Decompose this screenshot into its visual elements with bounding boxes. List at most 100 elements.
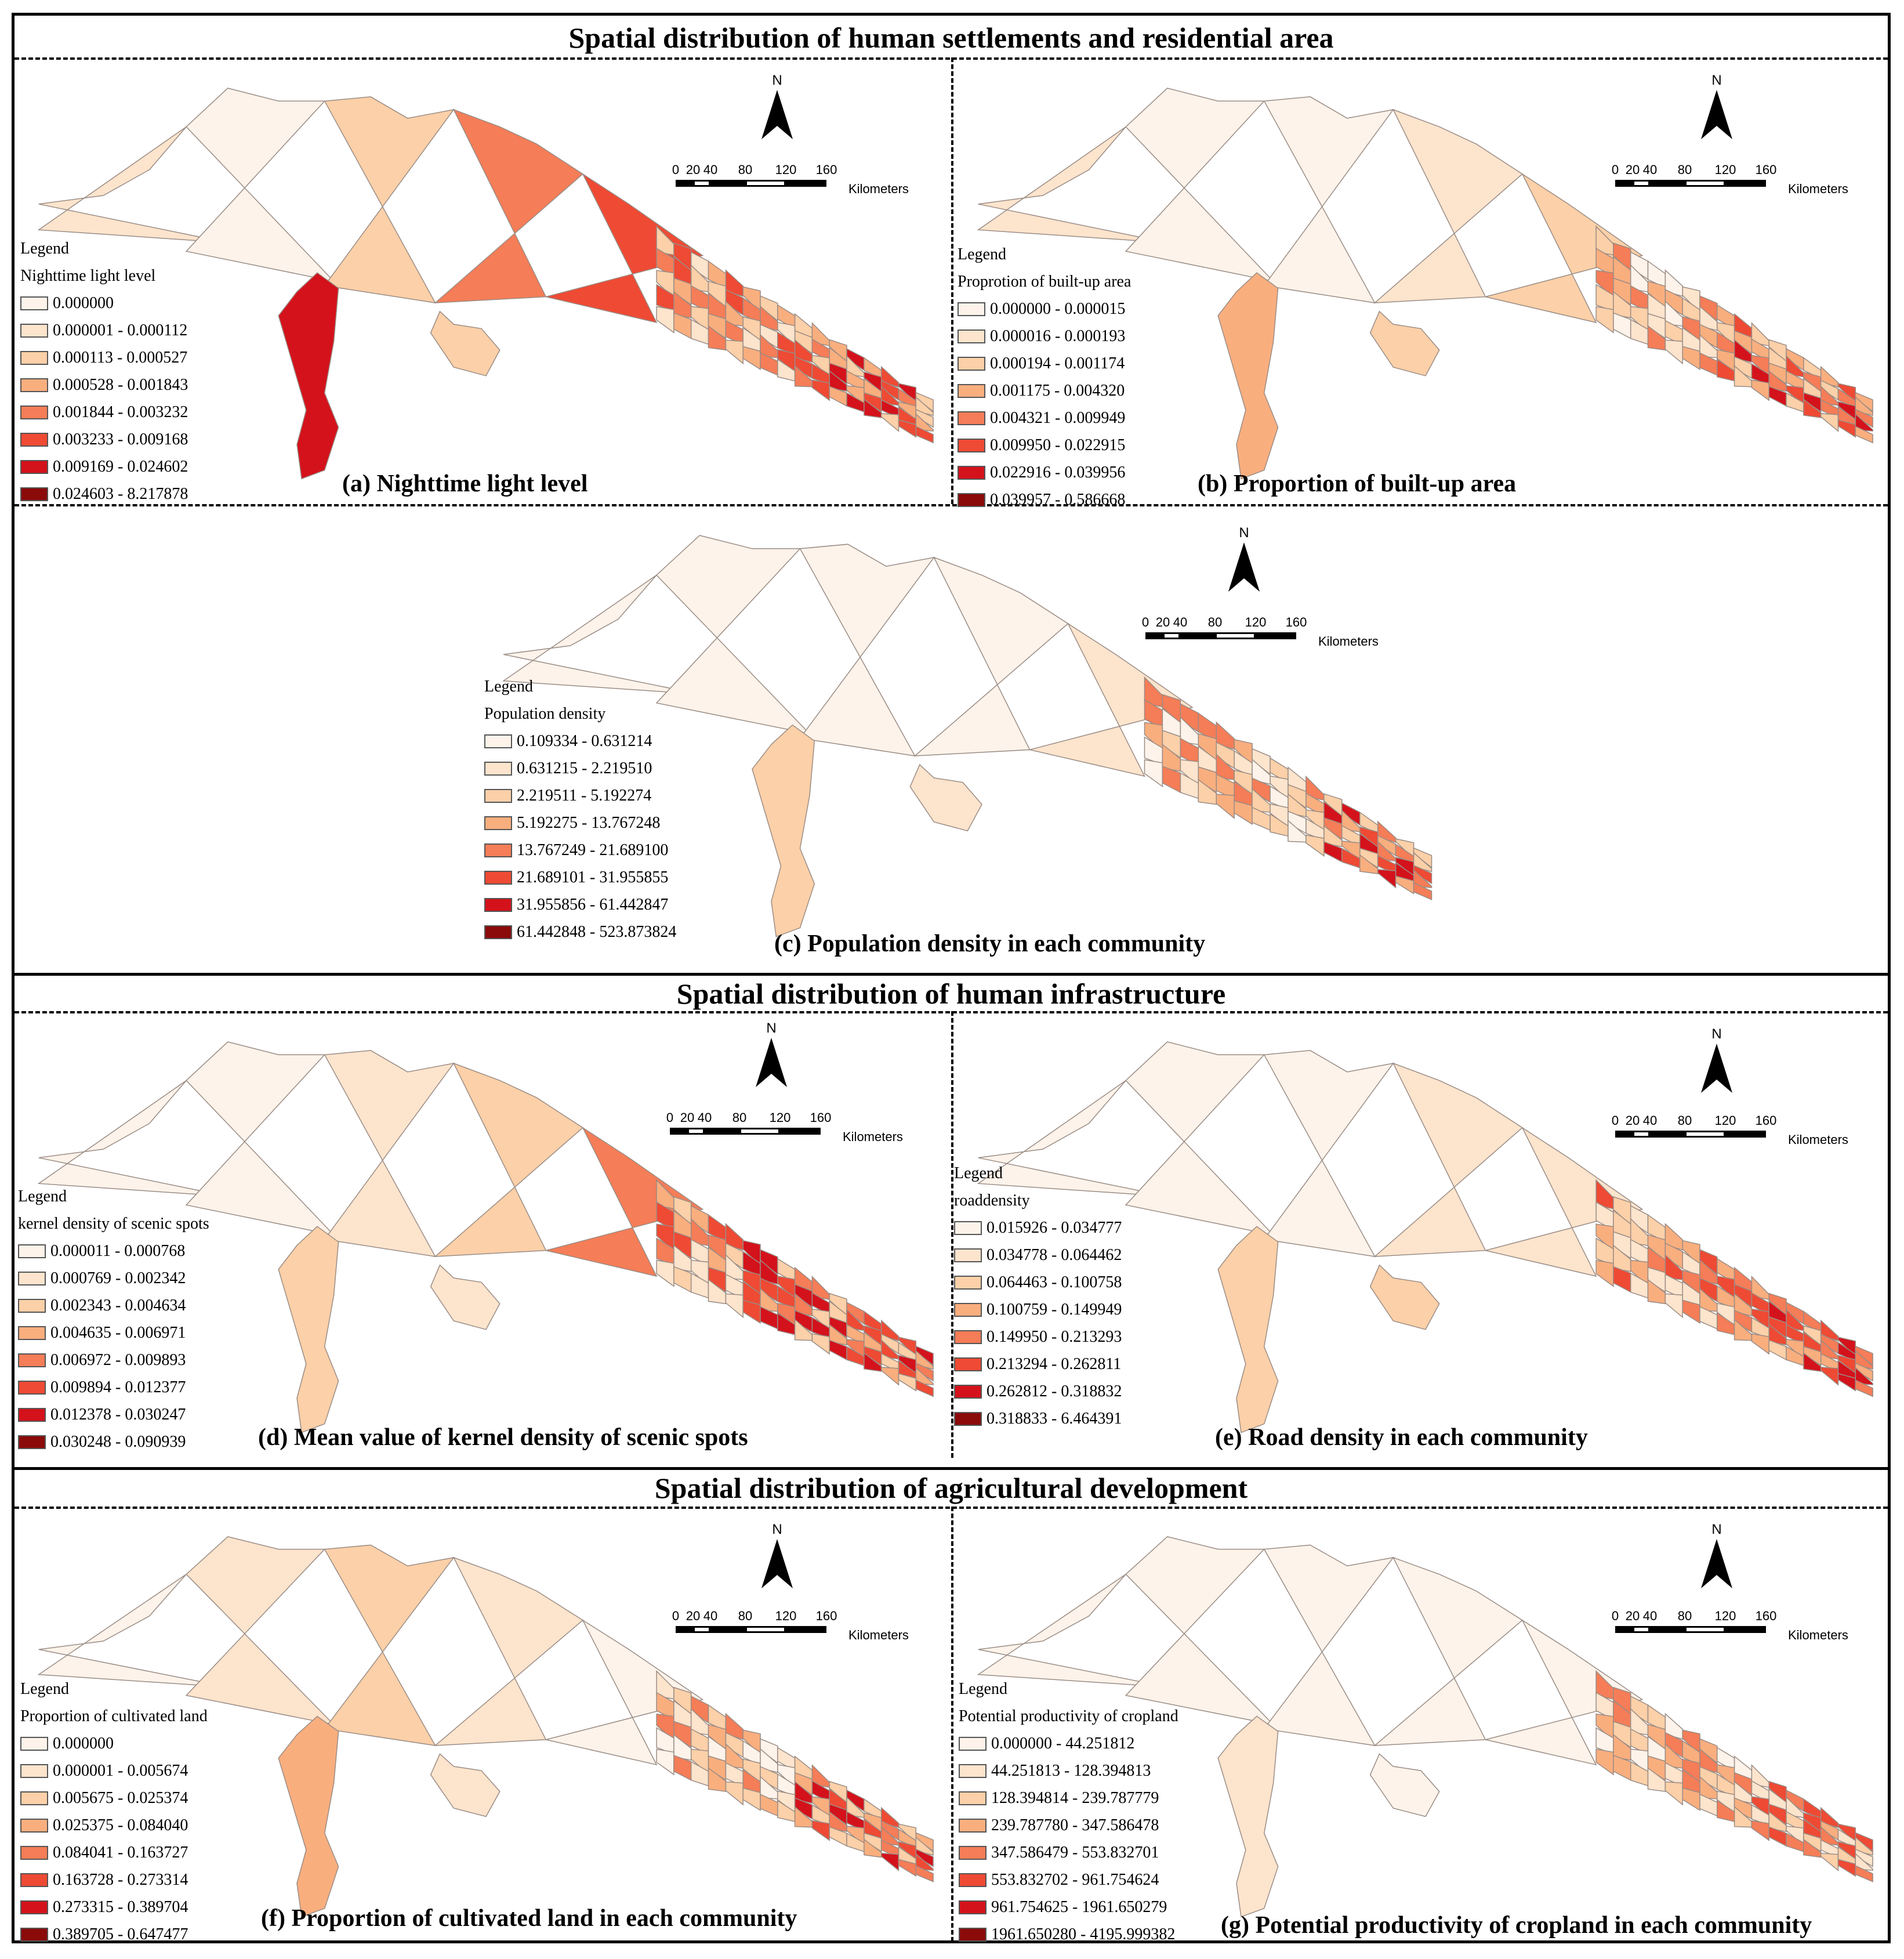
scale-bar-segment	[1650, 1626, 1685, 1633]
scale-bar-segment	[745, 1626, 786, 1633]
legend-item: 0.163728 - 0.273314	[20, 1866, 208, 1893]
scale-tick-label: 160	[815, 1609, 837, 1623]
community-region	[1288, 793, 1307, 817]
community-region	[1413, 847, 1432, 868]
panel-e: Legend roaddensity 0.015926 - 0.034777 0.03…	[954, 1015, 1889, 1457]
legend-swatch	[18, 1271, 46, 1286]
scale-bar-segment	[710, 180, 745, 187]
scale-unit: Kilometers	[1788, 182, 1848, 196]
legend-label: 0.149950 - 0.213293	[987, 1328, 1122, 1346]
legend-swatch	[484, 734, 512, 748]
community-region	[1751, 1820, 1769, 1841]
legend-item: 0.318833 - 6.464391	[954, 1405, 1122, 1432]
panel-caption: (b) Proportion of built-up area	[1198, 470, 1517, 497]
community-region	[794, 330, 813, 355]
community-region	[708, 1755, 727, 1781]
legend-title: Legend	[18, 1187, 67, 1205]
community-region	[1855, 1832, 1873, 1852]
community-region	[1820, 1366, 1839, 1386]
scale-tick-label: 80	[1677, 162, 1692, 177]
scale-tick-label: 80	[1677, 1609, 1692, 1623]
scale-bar-segment	[1615, 1626, 1633, 1633]
community-region	[1820, 412, 1839, 432]
legend-item: 1961.650280 - 4195.999382	[959, 1921, 1178, 1948]
community-region	[811, 379, 830, 401]
scale-tick-label: 20	[1625, 1609, 1640, 1623]
community-region	[1803, 1838, 1822, 1858]
community-region	[829, 1316, 847, 1339]
community-region	[898, 419, 917, 438]
community-region	[1751, 1333, 1769, 1355]
community-region	[708, 1266, 727, 1293]
scale-tick-label: 40	[1173, 615, 1188, 629]
community-region	[1647, 1279, 1666, 1305]
community-region	[1820, 1852, 1839, 1871]
legend-label: 0.000001 - 0.000112	[53, 321, 188, 339]
legend-label: 0.109334 - 0.631214	[517, 732, 652, 750]
scale-bar-segment	[1685, 1626, 1725, 1633]
community-region	[1682, 346, 1700, 371]
scale-tick-label: 80	[1677, 1113, 1692, 1128]
legend-label: 0.000000	[53, 1735, 114, 1752]
community-region	[1699, 1259, 1718, 1285]
panel-divider	[14, 504, 1888, 506]
panel-c: Legend Population density 0.109334 - 0.631…	[14, 508, 1888, 972]
figure-frame: Spatial distribution of human settlement…	[12, 13, 1891, 1943]
legend-swatch	[954, 1384, 982, 1399]
community-region	[1647, 325, 1666, 351]
legend-label: 44.251813 - 128.394813	[991, 1762, 1151, 1780]
legend-swatch	[959, 1764, 987, 1778]
panel-caption: (f) Proportion of cultivated land in eac…	[261, 1905, 797, 1932]
legend-swatch	[18, 1244, 46, 1258]
community-region	[324, 1050, 455, 1257]
community-region	[708, 325, 727, 351]
community-region	[1359, 854, 1379, 875]
community-region	[1613, 1231, 1631, 1259]
scale-bar-segment	[1615, 180, 1633, 187]
panel-caption: (e) Road density in each community	[1215, 1424, 1588, 1451]
community-region	[880, 412, 900, 432]
community-region	[708, 1279, 727, 1305]
legend-item: 44.251813 - 128.394813	[959, 1757, 1178, 1784]
legend-label: 21.689101 - 31.955855	[517, 868, 669, 886]
community-region	[1855, 1865, 1873, 1882]
community-region	[1595, 306, 1614, 334]
community-region	[915, 1832, 934, 1852]
community-region	[673, 1721, 692, 1748]
scale-bar-segment	[1256, 632, 1296, 639]
legend-swatch	[20, 432, 48, 447]
scale-unit: Kilometers	[843, 1129, 903, 1144]
community-region	[915, 1367, 934, 1385]
legend-item: 31.955856 - 61.442847	[484, 891, 676, 918]
community-region	[1682, 1787, 1700, 1811]
scale-bar: 0 20 40 80 120 160 Kilometers	[670, 162, 925, 203]
legend-item: 13.767249 - 21.689100	[484, 837, 676, 864]
legend-swatch	[20, 487, 48, 501]
community-region	[1664, 1223, 1683, 1251]
community-region	[1373, 1556, 1524, 1746]
legend-label: 2.219511 - 5.192274	[517, 787, 652, 805]
scale-bar-segment	[693, 180, 710, 187]
north-arrow: N	[751, 1020, 792, 1090]
scale-tick-label: 0	[1611, 1113, 1619, 1128]
legend: Legend kernel density of scenic spots 0.00…	[18, 1183, 209, 1455]
north-arrow-icon	[756, 1038, 787, 1087]
community-region	[1359, 848, 1379, 869]
legend-variable: Potential productivity of cropland	[959, 1707, 1178, 1725]
community-region	[1803, 1346, 1822, 1367]
legend-swatch	[959, 1873, 987, 1887]
community-region	[1855, 1379, 1873, 1397]
community-region	[1699, 1748, 1718, 1773]
community-region	[1699, 305, 1718, 331]
legend-swatch	[958, 438, 985, 452]
legend-swatch	[18, 1298, 46, 1313]
legend-label: 0.000001 - 0.005674	[53, 1762, 188, 1780]
scale-tick-label: 80	[738, 162, 753, 177]
community-region	[434, 1556, 584, 1746]
scale-unit: Kilometers	[848, 182, 909, 196]
scale-tick-label: 20	[1625, 1113, 1640, 1128]
legend-variable: Proprotion of built-up area	[958, 273, 1131, 291]
scale-bar-segment	[705, 1128, 739, 1135]
legend-label: 961.754625 - 1961.650279	[991, 1898, 1167, 1916]
community-region	[1855, 413, 1873, 432]
